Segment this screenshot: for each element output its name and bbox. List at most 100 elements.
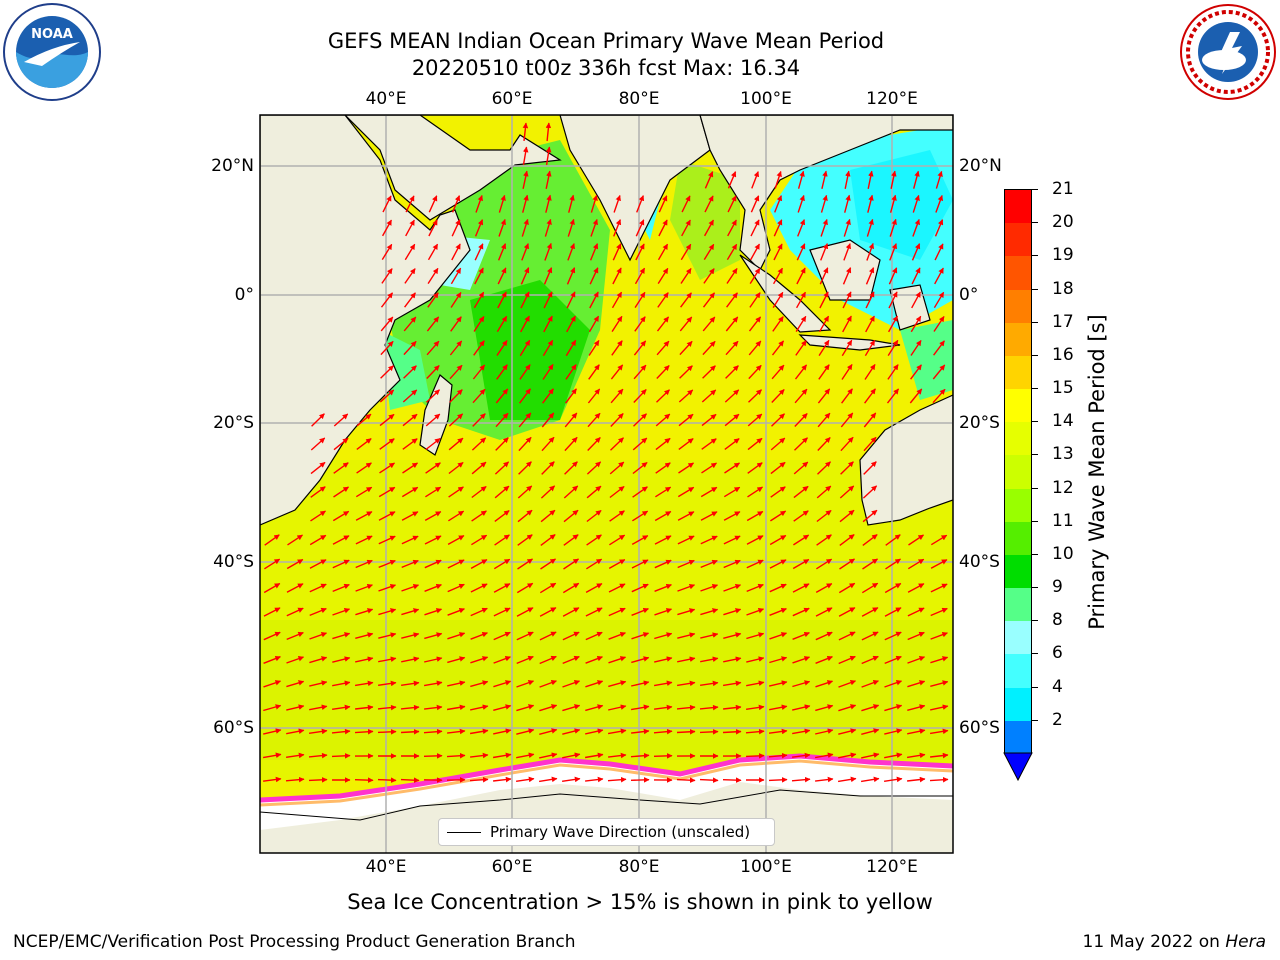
wave-arrow (473, 291, 485, 309)
wave-arrow (885, 534, 901, 546)
colorbar-tick-label: 16 (1052, 344, 1074, 365)
wave-arrow (814, 752, 834, 759)
wave-arrow (884, 752, 903, 759)
wave-arrow (863, 436, 877, 452)
colorbar-tick (1032, 587, 1038, 589)
wave-arrow (704, 171, 714, 189)
wave-arrow (378, 608, 397, 616)
wave-arrow (564, 436, 578, 452)
wave-arrow (815, 631, 833, 641)
wave-arrow (815, 776, 834, 783)
wave-arrow (542, 364, 554, 380)
wave-arrow (700, 511, 718, 521)
colorbar-tick (1032, 321, 1038, 323)
wave-arrow (585, 728, 604, 735)
footer-host: Hera (1225, 932, 1266, 952)
wave-arrow (842, 267, 852, 285)
wave-arrow (469, 728, 489, 735)
wave-arrow (590, 218, 598, 237)
wave-arrow (861, 631, 879, 641)
wave-arrow (890, 170, 897, 189)
colorbar-segment (1005, 654, 1031, 689)
wave-arrow (589, 291, 599, 309)
wave-arrow (677, 608, 696, 616)
wave-arrow (515, 776, 535, 783)
lat-tick-label: 40°S (959, 552, 1000, 572)
wave-arrow (493, 776, 512, 783)
wave-arrow (332, 535, 350, 545)
wave-arrow (611, 315, 623, 332)
colorbar-tick-label: 19 (1052, 245, 1074, 266)
wave-arrow (839, 509, 855, 523)
wave-arrow (425, 413, 441, 427)
wave-arrow (566, 291, 576, 309)
wave-arrow (451, 243, 461, 261)
wave-arrow (723, 583, 742, 592)
colorbar-tick-label: 17 (1052, 311, 1074, 332)
wave-arrow (771, 340, 785, 356)
wave-arrow (700, 656, 719, 663)
lon-tick-label: 100°E (740, 89, 792, 109)
colorbar-tick (1032, 686, 1038, 688)
wave-arrow (653, 753, 673, 759)
wave-arrow (332, 559, 350, 569)
wave-arrow (676, 777, 696, 783)
wave-arrow (887, 315, 899, 333)
wave-arrow (356, 462, 372, 474)
wave-arrow (700, 559, 718, 569)
wave-arrow (522, 170, 529, 189)
wave-arrow (563, 534, 579, 546)
wave-arrow (654, 510, 672, 522)
wave-arrow (539, 752, 558, 759)
wave-arrow (906, 752, 926, 759)
wave-arrow (380, 316, 394, 332)
wave-arrow (355, 511, 373, 521)
wave-arrow (565, 388, 577, 404)
wave-arrow (585, 582, 603, 594)
wave-arrow (450, 292, 462, 308)
wave-arrow (589, 267, 599, 285)
wave-arrow (820, 218, 828, 237)
wave-arrow (378, 656, 397, 663)
colorbar-tick (1032, 388, 1038, 390)
wave-arrow (655, 462, 671, 474)
wave-arrow (885, 558, 901, 570)
wave-arrow (723, 608, 742, 616)
wave-arrow (635, 219, 645, 237)
wave-arrow (911, 243, 921, 261)
wave-arrow (934, 243, 944, 261)
wave-arrow (562, 728, 581, 735)
wave-arrow (724, 413, 740, 427)
lon-tick-label: 80°E (618, 857, 660, 877)
wave-arrow (680, 292, 692, 308)
wave-arrow (793, 485, 809, 499)
wave-arrow (792, 583, 810, 593)
colorbar-tick-label: 4 (1052, 676, 1063, 697)
wave-arrow (888, 291, 898, 309)
wave-arrow (844, 194, 851, 213)
wave-arrow (586, 461, 602, 475)
wave-arrow (378, 584, 397, 592)
colorbar-tick (1032, 288, 1038, 290)
wave-arrow (792, 728, 811, 735)
wave-arrow (723, 511, 741, 521)
wave-arrow (909, 388, 923, 404)
wave-arrow (907, 776, 926, 783)
wave-arrow (521, 243, 530, 261)
wave-arrow (425, 437, 441, 451)
wave-arrow (842, 291, 852, 309)
wave-arrow (494, 461, 510, 475)
wave-arrow (565, 339, 577, 357)
wave-arrow (449, 340, 463, 356)
wave-arrow (610, 388, 624, 404)
wave-arrow (495, 412, 509, 428)
wave-arrow (354, 728, 374, 735)
wave-arrow (355, 608, 374, 616)
wave-arrow (586, 509, 602, 523)
wave-arrow (771, 364, 785, 380)
australia-land (859, 394, 953, 526)
wave-arrow (821, 170, 828, 189)
legend-line-swatch (447, 832, 481, 833)
colorbar-extend-triangle (1003, 752, 1033, 782)
wave-arrow (819, 291, 829, 309)
